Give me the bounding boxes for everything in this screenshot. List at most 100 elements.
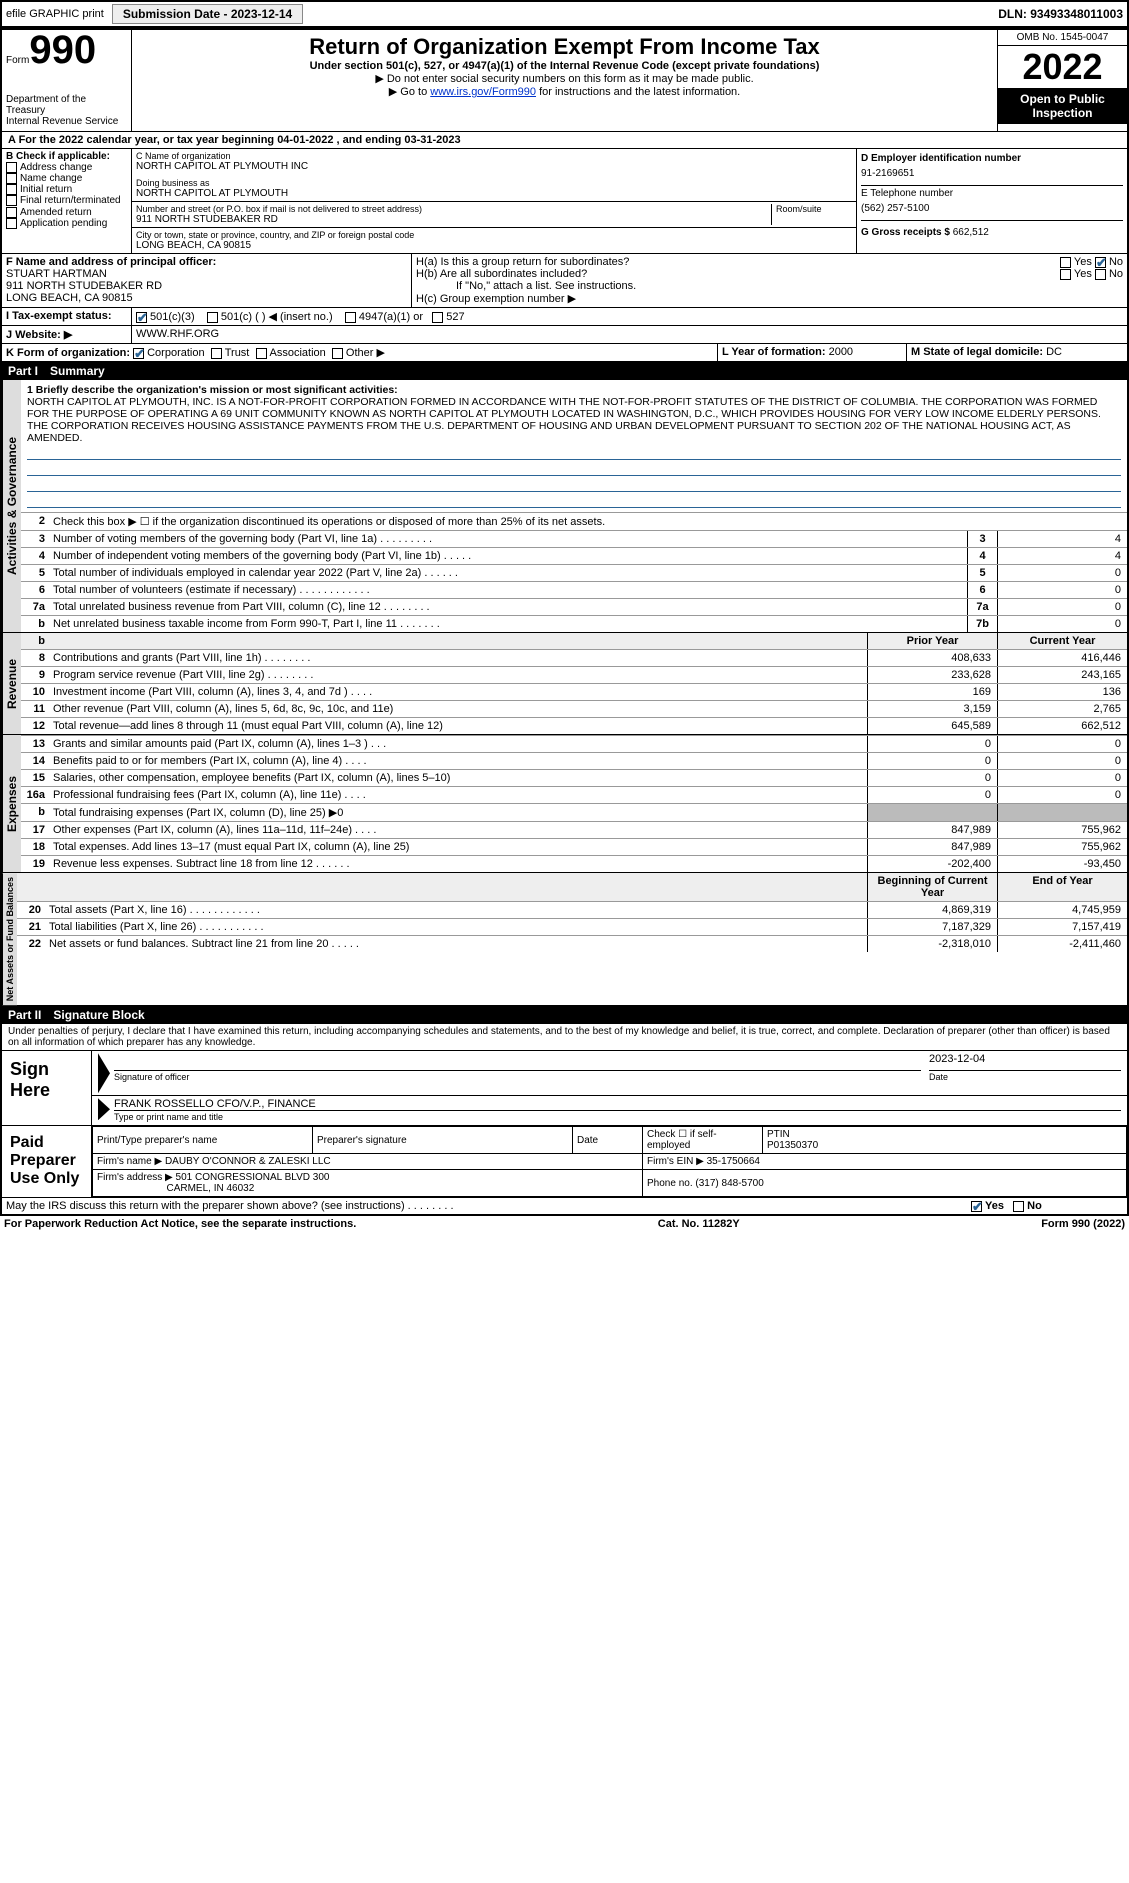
state-domicile: DC [1046, 346, 1062, 358]
chk-527[interactable] [432, 312, 443, 323]
right-header: OMB No. 1545-0047 2022 Open to Public In… [997, 30, 1127, 131]
line-7a: 7aTotal unrelated business revenue from … [21, 598, 1127, 615]
end-year-header: End of Year [997, 873, 1127, 901]
chk-final[interactable]: Final return/terminated [6, 195, 127, 206]
activities-governance-section: Activities & Governance 1 Briefly descri… [2, 380, 1127, 633]
pp-h3: Date [573, 1127, 643, 1154]
line-17: 17Other expenses (Part IX, column (A), l… [21, 821, 1127, 838]
pp-ptin-cell: PTINP01350370 [763, 1127, 1127, 1154]
discuss-answer: Yes No [967, 1198, 1127, 1214]
box-l-label: L Year of formation: [722, 346, 826, 358]
prior-year-header: Prior Year [867, 633, 997, 649]
dln-label: DLN: 93493348011003 [998, 7, 1123, 21]
net-col-header: Beginning of Current Year End of Year [17, 873, 1127, 901]
footer-left: For Paperwork Reduction Act Notice, see … [4, 1218, 356, 1230]
print-name-label: Type or print name and title [114, 1112, 223, 1122]
line-22: 22Net assets or fund balances. Subtract … [17, 935, 1127, 952]
chk-discuss-no[interactable] [1013, 1201, 1024, 1212]
part2-num: Part II [8, 1008, 41, 1022]
footer-right: Form 990 (2022) [1041, 1218, 1125, 1230]
line-18: 18Total expenses. Add lines 13–17 (must … [21, 838, 1127, 855]
arrow-icon [98, 1098, 110, 1120]
mission-question: 1 Briefly describe the organization's mi… [27, 384, 1121, 396]
website-value: WWW.RHF.ORG [132, 326, 1127, 343]
chk-name[interactable]: Name change [6, 173, 127, 184]
form-number-cell: Form990 Department of the Treasury Inter… [2, 30, 132, 131]
line-6: 6Total number of volunteers (estimate if… [21, 581, 1127, 598]
revenue-section: Revenue b Prior Year Current Year 8Contr… [2, 633, 1127, 734]
box-b-header: B Check if applicable: [6, 151, 127, 162]
line-2: 2Check this box ▶ ☐ if the organization … [21, 512, 1127, 530]
org-name: NORTH CAPITOL AT PLYMOUTH INC [136, 161, 852, 172]
part1-header: Part I Summary [2, 362, 1127, 380]
chk-pending[interactable]: Application pending [6, 218, 127, 229]
gross-value: 662,512 [953, 227, 989, 238]
discuss-question: May the IRS discuss this return with the… [2, 1198, 967, 1214]
chk-4947[interactable] [345, 312, 356, 323]
chk-501c[interactable] [207, 312, 218, 323]
box-m-label: M State of legal domicile: [911, 346, 1043, 358]
open-public-badge: Open to Public Inspection [998, 88, 1127, 124]
title-cell: Return of Organization Exempt From Incom… [132, 30, 997, 131]
col-header-row: b Prior Year Current Year [21, 633, 1127, 649]
part1-num: Part I [8, 364, 38, 378]
pp-h4: Check ☐ if self-employed [643, 1127, 763, 1154]
line-13: 13Grants and similar amounts paid (Part … [21, 735, 1127, 752]
signature-line: Signature of officer 2023-12-04 Date [92, 1051, 1127, 1096]
form990-link[interactable]: www.irs.gov/Form990 [430, 86, 536, 98]
page-footer: For Paperwork Reduction Act Notice, see … [0, 1216, 1129, 1232]
firm-name: DAUBY O'CONNOR & ZALESKI LLC [165, 1156, 331, 1167]
chk-trust[interactable] [211, 348, 222, 359]
box-b: B Check if applicable: Address change Na… [2, 149, 132, 253]
sig-officer-label: Signature of officer [114, 1072, 189, 1082]
date-label: Date [929, 1072, 948, 1082]
begin-year-header: Beginning of Current Year [867, 873, 997, 901]
form-header: Form990 Department of the Treasury Inter… [2, 30, 1127, 132]
box-h: H(a) Is this a group return for subordin… [412, 254, 1127, 307]
officer-addr2: LONG BEACH, CA 90815 [6, 292, 407, 304]
side-exp: Expenses [2, 735, 21, 872]
chk-other[interactable] [332, 348, 343, 359]
box-deg: D Employer identification number 91-2169… [857, 149, 1127, 253]
chk-corp[interactable] [133, 348, 144, 359]
chk-address[interactable]: Address change [6, 162, 127, 173]
firm-addr-cell: Firm's address ▶ 501 CONGRESSIONAL BLVD … [93, 1170, 643, 1197]
line-4: 4Number of independent voting members of… [21, 547, 1127, 564]
col-hdr-num: b [21, 633, 49, 649]
net-assets-section: Net Assets or Fund Balances Beginning of… [2, 872, 1127, 1006]
box-i-label: I Tax-exempt status: [2, 308, 132, 325]
year-formation: 2000 [829, 346, 853, 358]
box-f-label: F Name and address of principal officer: [6, 256, 407, 268]
chk-assoc[interactable] [256, 348, 267, 359]
officer-addr1: 911 NORTH STUDEBAKER RD [6, 280, 407, 292]
paid-preparer-label: Paid Preparer Use Only [2, 1126, 92, 1197]
table-row: Print/Type preparer's name Preparer's si… [93, 1127, 1127, 1154]
period-row: A For the 2022 calendar year, or tax yea… [2, 132, 1127, 149]
firm-name-cell: Firm's name ▶ DAUBY O'CONNOR & ZALESKI L… [93, 1154, 643, 1170]
efile-label: efile GRAPHIC print [6, 8, 104, 20]
footer-cat: Cat. No. 11282Y [658, 1218, 740, 1230]
line-15: 15Salaries, other compensation, employee… [21, 769, 1127, 786]
chk-amended[interactable]: Amended return [6, 207, 127, 218]
officer-group-row: F Name and address of principal officer:… [2, 254, 1127, 308]
line-8: 8Contributions and grants (Part VIII, li… [21, 649, 1127, 666]
chk-initial[interactable]: Initial return [6, 184, 127, 195]
firm-addr1: 501 CONGRESSIONAL BLVD 300 [176, 1172, 330, 1183]
pp-h2: Preparer's signature [313, 1127, 573, 1154]
hb-answer: Yes No [1060, 268, 1123, 280]
chk-501c3[interactable] [136, 312, 147, 323]
table-row: Firm's address ▶ 501 CONGRESSIONAL BLVD … [93, 1170, 1127, 1197]
submission-date-button[interactable]: Submission Date - 2023-12-14 [112, 4, 303, 24]
line-b: bNet unrelated business taxable income f… [21, 615, 1127, 632]
line-11: 11Other revenue (Part VIII, column (A), … [21, 700, 1127, 717]
paid-preparer-block: Paid Preparer Use Only Print/Type prepar… [2, 1126, 1127, 1198]
form-number: 990 [29, 28, 96, 72]
firm-ein: 35-1750664 [707, 1156, 760, 1167]
officer-name: STUART HARTMAN [6, 268, 407, 280]
name-line: FRANK ROSSELLO CFO/V.P., FINANCE Type or… [92, 1096, 1127, 1125]
chk-discuss-yes[interactable] [971, 1201, 982, 1212]
firm-phone-cell: Phone no. (317) 848-5700 [643, 1170, 1127, 1197]
box-c: C Name of organization NORTH CAPITOL AT … [132, 149, 857, 253]
line-b: bTotal fundraising expenses (Part IX, co… [21, 803, 1127, 821]
city-label: City or town, state or province, country… [136, 230, 852, 240]
